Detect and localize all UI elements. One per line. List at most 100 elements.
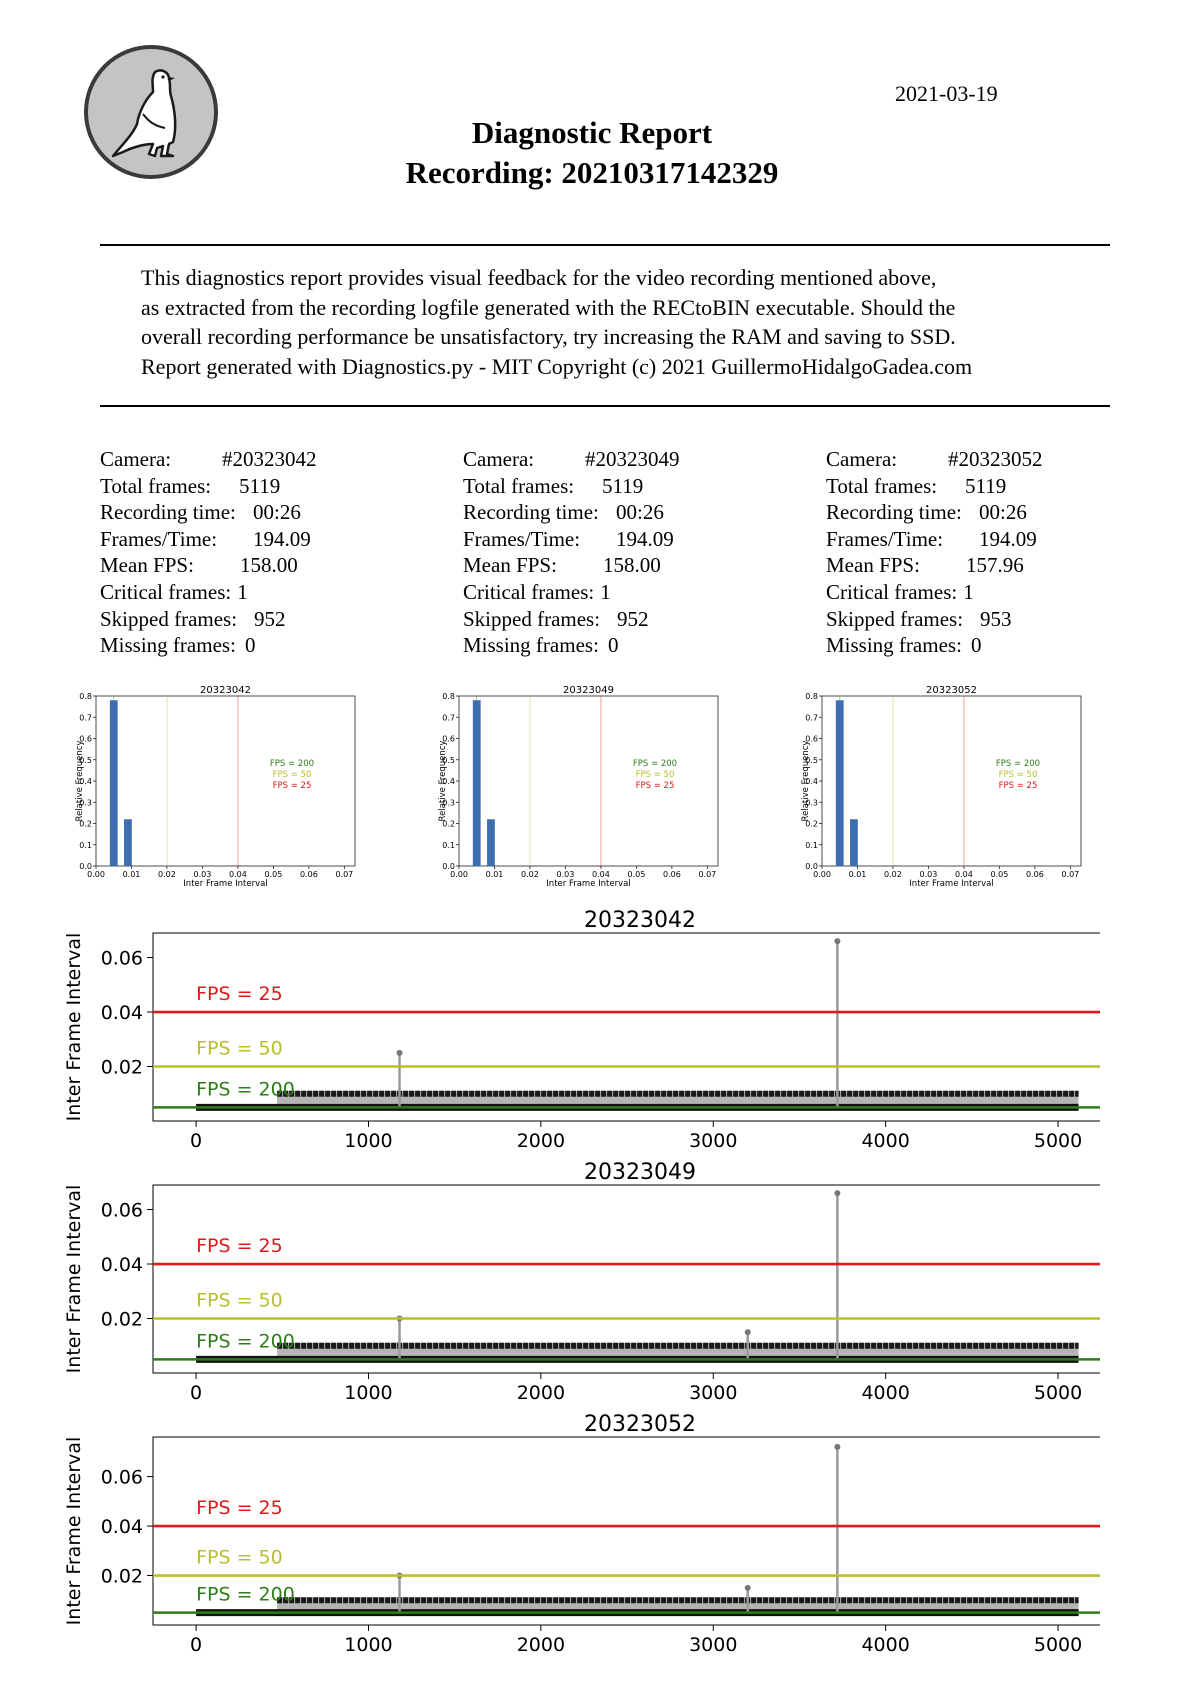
stat-row: Skipped frames: 953 [826, 606, 1012, 633]
stat-label: Total frames: [100, 473, 212, 498]
x-tick-label: 0.01 [486, 870, 504, 879]
x-tick-label: 0.03 [920, 870, 938, 879]
stat-label: Total frames: [826, 473, 938, 498]
x-tick-label: 0.00 [813, 870, 831, 879]
reference-line-label: FPS = 50 [196, 1290, 283, 1312]
y-tick-label: 0.04 [101, 1254, 143, 1276]
histogram-bar [109, 700, 118, 866]
legend-entry: FPS = 200 [270, 759, 314, 769]
histogram-bar [850, 819, 858, 866]
y-tick-label: 0.3 [79, 798, 92, 807]
y-axis-label: Inter Frame Interval [63, 1185, 85, 1374]
plot-frame [152, 1184, 1128, 1374]
stat-row: Recording time: 00:26 [826, 499, 1027, 526]
x-tick-label: 3000 [689, 1382, 737, 1404]
stat-value: 1 [600, 579, 611, 604]
report-date: 2021-03-19 [895, 81, 998, 106]
stat-label: Recording time: [826, 500, 962, 525]
stat-label: Mean FPS: [463, 553, 557, 578]
interval-plot-1: 20323042 FPS = 25 FPS = 50 FPS = 200 0 1000 20… [60, 905, 1128, 1160]
x-tick-label: 0.04 [229, 870, 247, 879]
x-tick-label: 0.07 [698, 870, 716, 879]
stat-value: 952 [617, 606, 649, 631]
x-tick-label: 0.05 [990, 870, 1008, 879]
x-tick-label: 0.01 [849, 870, 867, 879]
stat-label: Recording time: [100, 500, 236, 525]
x-tick-label: 3000 [689, 1130, 737, 1152]
y-tick-label: 0.6 [79, 735, 92, 744]
y-tick-label: 0.06 [101, 1467, 143, 1489]
y-tick-label: 0.5 [442, 756, 455, 765]
stat-value: 5119 [965, 473, 1007, 498]
camera-stats-2: Camera: #20323049 Total frames: 5119 Recordi… [463, 446, 680, 659]
stat-row: Frames/Time: 194.09 [100, 526, 311, 553]
x-tick-label: 0.06 [663, 870, 681, 879]
stat-label: Skipped frames: [463, 606, 601, 631]
legend-entry: FPS = 25 [999, 781, 1038, 791]
stat-row: Skipped frames: 952 [100, 606, 286, 633]
stat-row: Recording time: 00:26 [100, 499, 301, 526]
x-tick-label: 0.06 [300, 870, 318, 879]
stat-row: Camera: #20323052 [826, 446, 1043, 473]
plot-frame [95, 695, 356, 867]
stat-row: Frames/Time: 194.09 [463, 526, 674, 553]
interval-spike-point [396, 1049, 403, 1056]
histogram-chart-1: 20323042 0.00 0.01 0.02 0.03 0.04 0.05 0.06 0.07… [70, 682, 390, 907]
top-divider [100, 244, 1110, 246]
stat-value: 0 [245, 633, 256, 658]
y-tick-label: 0.2 [79, 820, 92, 829]
histogram-chart-2: 20323049 0.00 0.01 0.02 0.03 0.04 0.05 0.06 0.07… [433, 682, 753, 907]
x-tick-label: 0.00 [87, 870, 105, 879]
intro-text: This diagnostics report provides visual … [141, 263, 972, 381]
stat-label: Camera: [463, 447, 535, 471]
stat-value: 0 [971, 633, 982, 658]
stat-value: 5119 [602, 473, 644, 498]
stat-label: Skipped frames: [100, 606, 238, 631]
y-tick-label: 0.4 [442, 777, 455, 786]
stat-label: Camera: [826, 447, 898, 471]
chart-title: 20323049 [584, 1160, 696, 1185]
legend-entry: FPS = 25 [273, 781, 312, 791]
stat-row: Critical frames: 1 [826, 579, 974, 606]
stat-label: Camera: [100, 447, 172, 471]
y-tick-label: 0.6 [442, 735, 455, 744]
reference-line-label: FPS = 50 [196, 1547, 283, 1569]
x-tick-label: 2000 [517, 1382, 565, 1404]
x-tick-label: 0.02 [521, 870, 539, 879]
stat-value: 158.00 [603, 553, 661, 578]
chart-title: 20323042 [200, 685, 251, 696]
interval-plot-3: 20323052 FPS = 25 FPS = 50 FPS = 200 0 1000 20… [60, 1409, 1128, 1674]
y-axis-label: Inter Frame Interval [63, 1437, 85, 1626]
plot-frame [821, 695, 1082, 867]
stat-value: 158.00 [240, 553, 298, 578]
stat-label: Critical frames: [463, 579, 595, 604]
stat-label: Frames/Time: [463, 526, 581, 551]
y-tick-label: 0.1 [79, 841, 92, 850]
x-tick-label: 3000 [689, 1634, 737, 1656]
stat-value: 0 [608, 633, 619, 658]
interval-spike-point [834, 1443, 841, 1450]
y-tick-label: 0.2 [442, 820, 455, 829]
y-axis-label: Relative Frequency [801, 741, 811, 822]
y-tick-label: 0.2 [805, 820, 818, 829]
stat-label: Critical frames: [100, 579, 232, 604]
y-tick-label: 0.5 [79, 756, 92, 765]
stat-row: Skipped frames: 952 [463, 606, 649, 633]
stat-value: 5119 [239, 473, 281, 498]
x-tick-label: 5000 [1034, 1382, 1082, 1404]
x-tick-label: 1000 [344, 1130, 392, 1152]
y-tick-label: 0.04 [101, 1516, 143, 1538]
histogram-chart-3: 20323052 0.00 0.01 0.02 0.03 0.04 0.05 0.06 0.07… [796, 682, 1116, 907]
x-tick-label: 1000 [344, 1382, 392, 1404]
y-tick-label: 0.4 [79, 777, 92, 786]
stat-value: 952 [254, 606, 286, 631]
stat-row: Mean FPS: 158.00 [100, 552, 298, 579]
stat-label: Mean FPS: [100, 553, 194, 578]
camera-stats-3: Camera: #20323052 Total frames: 5119 Recordi… [826, 446, 1043, 659]
stat-label: Critical frames: [826, 579, 958, 604]
plot-frame [458, 695, 719, 867]
y-tick-label: 0.04 [101, 1002, 143, 1024]
stat-row: Camera: #20323042 [100, 446, 317, 473]
intro-line: This diagnostics report provides visual … [141, 265, 937, 290]
camera-stats-1: Camera: #20323042 Total frames: 5119 Recordi… [100, 446, 317, 659]
